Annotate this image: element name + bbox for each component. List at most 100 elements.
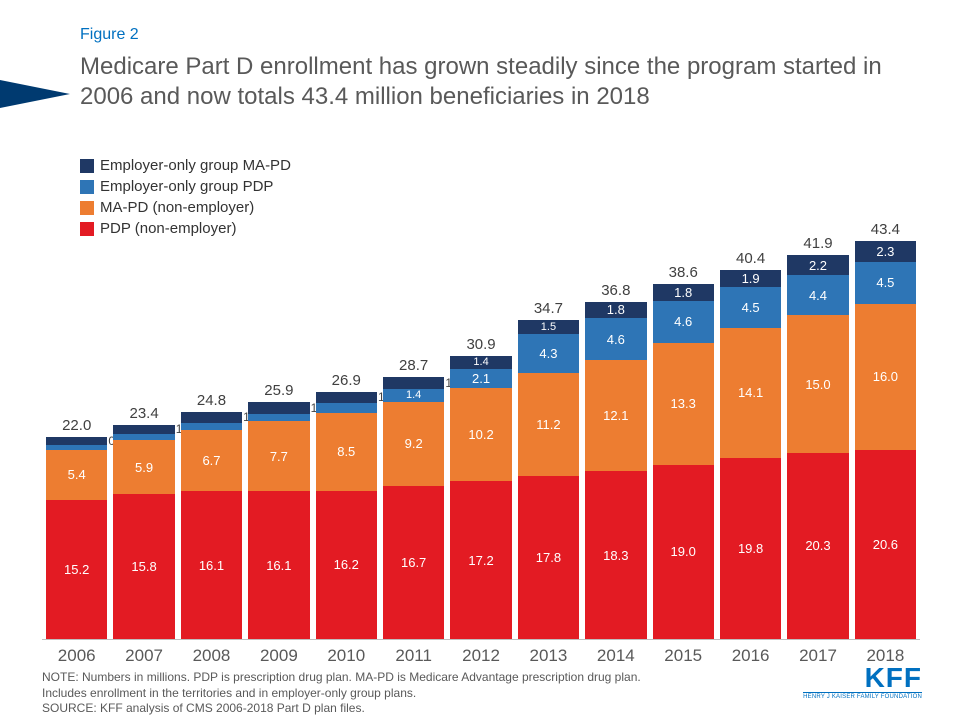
bar-total-label: 36.8 (601, 282, 630, 299)
bar-segment-emp_pdp (248, 414, 309, 421)
bar-segment-emp_mapd (113, 425, 174, 434)
bar-segment-emp_mapd (248, 402, 309, 414)
kff-logo-small: HENRY J KAISER FAMILY FOUNDATION (803, 692, 922, 700)
bar-segment-mapd: 10.2 (450, 388, 511, 482)
bar-segment-emp_mapd: 1.5 (518, 320, 579, 334)
figure-label: Figure 2 (80, 26, 139, 44)
bar-segment-pdp: 20.6 (855, 450, 916, 639)
bar-segment-mapd: 11.2 (518, 373, 579, 476)
bar-segment-emp_pdp: 4.4 (787, 275, 848, 315)
bar-stack: 18.312.14.61.8 (585, 302, 646, 639)
bar-stack: 16.17.7 (248, 402, 309, 639)
bar-segment-pdp: 15.2 (46, 500, 107, 639)
bar-segment-emp_mapd (383, 377, 444, 389)
x-tick-label: 2008 (181, 642, 242, 666)
x-tick-label: 2012 (450, 642, 511, 666)
bar-column: 40.4 19.814.14.51.9 (720, 250, 781, 639)
x-tick-label: 2015 (653, 642, 714, 666)
note-line: NOTE: Numbers in millions. PDP is prescr… (42, 670, 641, 686)
note-line: Includes enrollment in the territories a… (42, 686, 641, 702)
corner-triangle (0, 80, 70, 108)
bar-segment-emp_mapd: 1.9 (720, 270, 781, 287)
bar-segment-pdp: 19.0 (653, 465, 714, 639)
bar-total-label: 24.8 (197, 392, 226, 409)
x-tick-label: 2006 (46, 642, 107, 666)
bar-stack: 17.811.24.31.5 (518, 320, 579, 639)
stacked-bar-chart: 22.00.815.25.423.41.015.85.924.81.216.16… (42, 200, 920, 640)
bar-segment-emp_pdp: 1.4 (383, 389, 444, 402)
bar-segment-pdp: 18.3 (585, 471, 646, 639)
bar-segment-emp_mapd: 1.8 (585, 302, 646, 319)
bar-stack: 20.315.04.42.2 (787, 255, 848, 639)
legend-swatch (80, 159, 94, 173)
bar-total-label: 22.0 (62, 417, 91, 434)
bar-segment-emp_pdp: 4.5 (855, 262, 916, 303)
bar-segment-mapd: 14.1 (720, 328, 781, 457)
legend-label: Employer-only group PDP (100, 176, 273, 197)
bar-total-label: 25.9 (264, 382, 293, 399)
bar-total-label: 26.9 (332, 372, 361, 389)
bar-segment-mapd: 6.7 (181, 430, 242, 491)
bar-segment-pdp: 17.2 (450, 481, 511, 639)
bar-column: 41.920.315.04.42.2 (787, 235, 848, 639)
kff-logo: KFF HENRY J KAISER FAMILY FOUNDATION (803, 662, 922, 700)
bar-segment-emp_pdp: 4.6 (585, 318, 646, 360)
bar-total-label: 28.7 (399, 357, 428, 374)
bar-segment-mapd: 13.3 (653, 343, 714, 465)
legend-item: Employer-only group MA-PD (80, 155, 291, 176)
bar-stack: 15.85.9 (113, 425, 174, 639)
bar-stack: 19.814.14.51.9 (720, 270, 781, 639)
footnote: NOTE: Numbers in millions. PDP is prescr… (42, 670, 641, 717)
bar-segment-pdp: 17.8 (518, 476, 579, 639)
legend-swatch (80, 180, 94, 194)
bar-stack: 16.16.7 (181, 412, 242, 639)
bar-column: 25.91.316.17.7 (248, 382, 309, 639)
bar-total-label: 30.9 (466, 336, 495, 353)
bar-total-label: 23.4 (129, 405, 158, 422)
bar-segment-mapd: 8.5 (316, 413, 377, 491)
bar-column: 34.7 17.811.24.31.5 (518, 300, 579, 639)
x-tick-label: 2010 (316, 642, 377, 666)
x-axis-labels: 2006200720082009201020112012201320142015… (42, 642, 920, 666)
bar-column: 23.41.015.85.9 (113, 405, 174, 639)
bar-segment-mapd: 16.0 (855, 304, 916, 451)
bar-column: 28.71.316.79.21.4 (383, 357, 444, 639)
bar-segment-emp_pdp (181, 423, 242, 430)
bar-total-label: 38.6 (669, 264, 698, 281)
x-tick-label: 2009 (248, 642, 309, 666)
bar-segment-emp_mapd: 1.4 (450, 356, 511, 369)
bar-segment-mapd: 5.9 (113, 440, 174, 494)
bar-stack: 15.25.4 (46, 437, 107, 639)
bar-segment-emp_pdp: 2.1 (450, 369, 511, 388)
bar-segment-emp_mapd: 2.3 (855, 241, 916, 262)
x-tick-label: 2016 (720, 642, 781, 666)
bar-segment-mapd: 12.1 (585, 360, 646, 471)
bar-segment-pdp: 15.8 (113, 494, 174, 639)
bar-column: 38.6 19.013.34.61.8 (653, 264, 714, 639)
bar-segment-emp_pdp: 4.5 (720, 287, 781, 328)
bar-segment-mapd: 7.7 (248, 421, 309, 492)
bar-stack: 16.79.21.4 (383, 377, 444, 639)
bar-column: 22.00.815.25.4 (46, 417, 107, 639)
bar-column: 36.8 18.312.14.61.8 (585, 282, 646, 639)
bar-total-label: 40.4 (736, 250, 765, 267)
bar-column: 43.420.616.04.52.3 (855, 221, 916, 639)
bar-column: 30.9 17.210.22.11.4 (450, 336, 511, 639)
kff-logo-big: KFF (803, 662, 922, 694)
bar-segment-emp_pdp (316, 403, 377, 412)
note-line: SOURCE: KFF analysis of CMS 2006-2018 Pa… (42, 701, 641, 717)
bar-segment-emp_pdp: 4.6 (653, 301, 714, 343)
bar-segment-pdp: 16.1 (181, 491, 242, 639)
bar-segment-emp_mapd: 1.8 (653, 284, 714, 301)
bar-segment-mapd: 5.4 (46, 450, 107, 500)
bar-column: 26.91.316.28.5 (316, 372, 377, 639)
bar-stack: 20.616.04.52.3 (855, 241, 916, 639)
bar-segment-pdp: 19.8 (720, 458, 781, 640)
bar-segment-pdp: 16.2 (316, 491, 377, 640)
bar-column: 24.81.216.16.7 (181, 392, 242, 639)
x-tick-label: 2007 (113, 642, 174, 666)
bar-stack: 19.013.34.61.8 (653, 284, 714, 639)
bar-segment-emp_mapd (46, 437, 107, 444)
bar-segment-emp_mapd (181, 412, 242, 423)
bar-total-label: 34.7 (534, 300, 563, 317)
